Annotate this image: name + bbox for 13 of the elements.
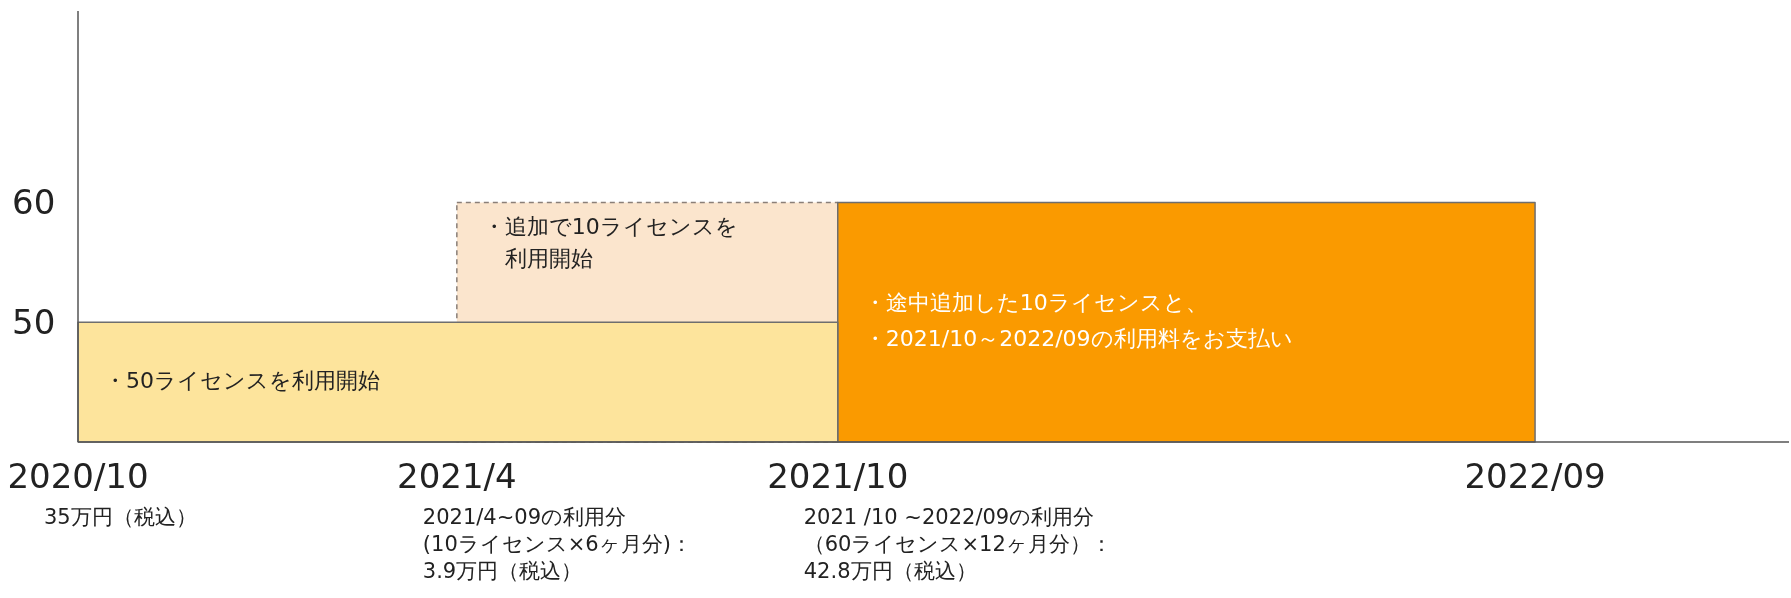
annotation: ・追加で10ライセンスを利用開始 [482,214,738,272]
text: 35万円（税込） [44,505,197,529]
annotation: ・50ライセンスを利用開始 [104,368,380,394]
text: 2021/4~09の利用分(10ライセンス×6ヶ月分)：3.9万円（税込） [422,505,692,583]
y-tick-label: 60 [12,182,56,223]
x-tick-label: 2022/09 [1464,456,1606,496]
y-tick-label: 50 [12,302,56,343]
annotation: ・2021/10～2022/09の利用料をお支払い [863,326,1293,352]
text: 2021 /10 ~2022/09の利用分（60ライセンス×12ヶ月分）：42.8万円（税込） [803,505,1112,583]
x-tick-label: 2021/4 [397,456,517,496]
x-tick-label: 2020/10 [7,456,149,496]
annotation: ・途中追加した10ライセンスと、 [863,290,1208,316]
x-tick-label: 2021/10 [767,456,909,496]
